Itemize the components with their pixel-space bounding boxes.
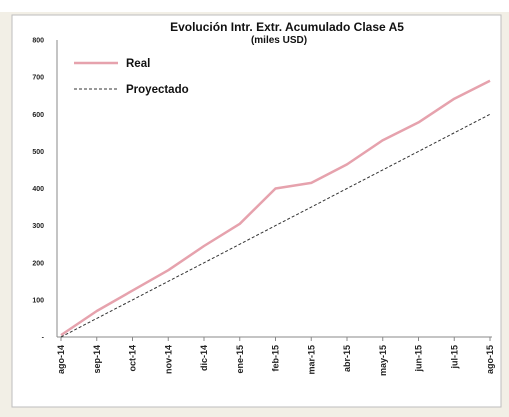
y-tick-label: 600 (32, 112, 44, 119)
x-tick-label: jun-15 (414, 345, 424, 373)
x-tick-label: feb-15 (271, 345, 281, 372)
y-tick-label: 800 (32, 38, 44, 45)
y-tick-label: 300 (32, 223, 44, 230)
y-tick-label: 400 (32, 186, 44, 193)
y-tick-label: 700 (32, 75, 44, 82)
legend-label-real: Real (126, 58, 150, 70)
y-tick-label: 100 (32, 297, 44, 304)
x-tick-label: ago-14 (56, 345, 66, 374)
x-tick-label: mar-15 (306, 345, 316, 375)
legend: Real Proyectado (74, 58, 189, 96)
y-tick-label: - (42, 335, 45, 342)
x-tick-label: ene-15 (235, 345, 245, 374)
y-tick-label: 200 (32, 260, 44, 267)
series-group (60, 79, 491, 338)
x-tick-label: nov-14 (163, 345, 173, 374)
x-axis-ticks: ago-14 sep-14 oct-14 nov-14 dic-14 ene-15 feb-… (56, 337, 495, 376)
y-tick-label: 500 (32, 149, 44, 156)
top-strip (0, 0, 509, 12)
chart-subtitle: (miles USD) (251, 35, 307, 46)
x-tick-label: ago-15 (485, 345, 495, 374)
series-line-real (60, 79, 491, 337)
chart-plot-area-background (11, 14, 502, 408)
y-axis-ticks: 800 700 600 500 400 300 200 100 - (32, 38, 44, 342)
legend-label-proyectado: Proyectado (126, 84, 189, 96)
x-tick-label: dic-14 (199, 345, 209, 371)
x-tick-label: oct-14 (128, 345, 138, 372)
series-line-proyectado (60, 113, 491, 338)
chart-title: Evolución Intr. Extr. Acumulado Clase A5 (170, 20, 404, 34)
x-tick-label: abr-15 (342, 345, 352, 372)
x-tick-label: sep-14 (92, 345, 102, 374)
x-tick-label: jul-15 (449, 345, 459, 370)
x-tick-label: may-15 (378, 345, 388, 376)
